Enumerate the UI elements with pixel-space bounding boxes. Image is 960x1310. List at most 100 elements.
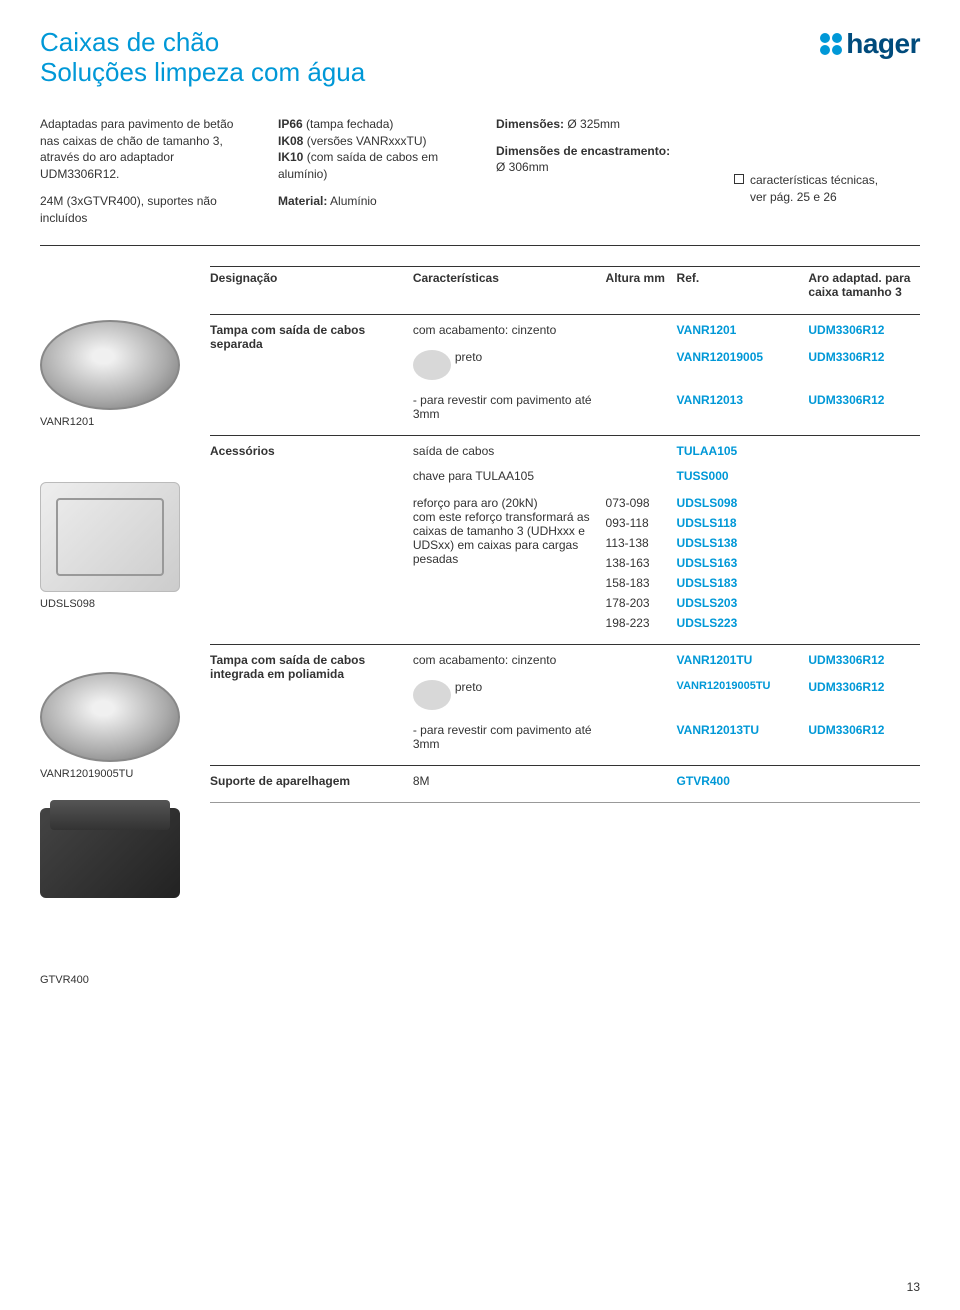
- product-table: Designação Características Altura mm Ref…: [210, 266, 920, 810]
- logo-text: hager: [846, 28, 920, 60]
- section-title: Acessórios: [210, 444, 275, 458]
- label-text: Ø 325mm: [564, 117, 620, 131]
- image-caption: UDSLS098: [40, 598, 210, 610]
- cell-text: preto: [455, 350, 482, 364]
- label-bold: Dimensões:: [496, 117, 564, 131]
- ref-code: VANR12019005TU: [677, 670, 809, 713]
- intro-line: IK10 (com saída de cabos em alumínio): [278, 149, 458, 183]
- tech-note: características técnicas, ver pág. 25 e …: [734, 172, 920, 206]
- ref-code: VANR1201TU: [677, 645, 809, 671]
- data-table-area: Designação Características Altura mm Ref…: [210, 266, 920, 1004]
- col-header: Altura mm: [606, 266, 677, 305]
- product-image: [40, 672, 190, 762]
- ref-code: UDM3306R12: [808, 340, 920, 383]
- table-header-row: Designação Características Altura mm Ref…: [210, 266, 920, 305]
- cell-text: - para revestir com pavimento até 3mm: [413, 383, 606, 436]
- cell-text: 073-098: [606, 486, 677, 513]
- intro-line: Ø 306mm: [496, 159, 696, 176]
- ref-code: UDM3306R12: [808, 645, 920, 671]
- ref-code: UDSLS163: [677, 553, 809, 573]
- label-bold: IK10: [278, 150, 303, 164]
- cell-text: 113-138: [606, 533, 677, 553]
- intro-col-4: características técnicas, ver pág. 25 e …: [734, 116, 920, 227]
- page-title: Caixas de chão Soluções limpeza com água: [40, 28, 365, 88]
- checkbox-icon: [734, 174, 744, 184]
- table-row: Tampa com saída de cabos separada com ac…: [210, 315, 920, 341]
- intro-col-3: Dimensões: Ø 325mm Dimensões de encastra…: [496, 116, 696, 227]
- thumbnail-icon: [413, 350, 451, 380]
- image-caption: GTVR400: [40, 974, 210, 986]
- cell-text: 178-203: [606, 593, 677, 613]
- intro-col-1: Adaptadas para pavimento de betão nas ca…: [40, 116, 240, 227]
- label-bold: IK08: [278, 134, 303, 148]
- intro-col-2: IP66 (tampa fechada) IK08 (versões VANRx…: [278, 116, 458, 227]
- cell-text: 138-163: [606, 553, 677, 573]
- image-caption: VANR12019005TU: [40, 768, 210, 780]
- cell-text: preto: [455, 680, 482, 694]
- ref-code: UDSLS223: [677, 613, 809, 645]
- label-text: ver pág. 25 e 26: [750, 189, 878, 206]
- label-text: (tampa fechada): [303, 117, 394, 131]
- table-row: Tampa com saída de cabos integrada em po…: [210, 645, 920, 671]
- header: Caixas de chão Soluções limpeza com água…: [40, 28, 920, 88]
- col-header: Aro adaptad. para caixa tamanho 3: [808, 266, 920, 305]
- cell-text: 093-118: [606, 513, 677, 533]
- section-title: Tampa com saída de cabos separada: [210, 323, 365, 351]
- divider: [40, 245, 920, 246]
- page-number: 13: [907, 1280, 920, 1294]
- label-bold: IP66: [278, 117, 303, 131]
- thumbnail-icon: [413, 680, 451, 710]
- ref-code: UDSLS183: [677, 573, 809, 593]
- cell-text: chave para TULAA105: [413, 461, 606, 486]
- intro-line: IP66 (tampa fechada): [278, 116, 458, 133]
- label-text: reforço para aro (20kN): [413, 496, 538, 510]
- cell-text: 8M: [413, 766, 606, 803]
- table-row: Suporte de aparelhagem 8M GTVR400: [210, 766, 920, 803]
- tech-note-text: características técnicas, ver pág. 25 e …: [750, 172, 878, 206]
- cell-text: - para revestir com pavimento até 3mm: [413, 713, 606, 766]
- product-image: [40, 482, 190, 592]
- title-line-2: Soluções limpeza com água: [40, 58, 365, 88]
- label-bold: Dimensões de encastramento:: [496, 144, 670, 158]
- cell-text: reforço para aro (20kN) com este reforço…: [413, 486, 606, 645]
- cell-text: com acabamento: cinzento: [413, 645, 606, 671]
- image-column: VANR1201 UDSLS098 VANR12019005TU GTVR400: [40, 266, 210, 1004]
- col-header: Características: [413, 266, 606, 305]
- product-image: [40, 808, 190, 898]
- ref-code: UDSLS138: [677, 533, 809, 553]
- ref-code: UDSLS118: [677, 513, 809, 533]
- ref-code: VANR1201: [677, 315, 809, 341]
- col-header: Ref.: [677, 266, 809, 305]
- logo-dots-icon: [820, 33, 842, 55]
- product-image: [40, 320, 190, 410]
- ref-code: UDSLS098: [677, 486, 809, 513]
- ref-code: UDM3306R12: [808, 315, 920, 341]
- cell-text: 158-183: [606, 573, 677, 593]
- table-row: Acessórios saída de cabos TULAA105: [210, 436, 920, 462]
- intro-line: Dimensões: Ø 325mm: [496, 116, 696, 133]
- label-text: com este reforço transformará as caixas …: [413, 510, 590, 566]
- intro-line: IK08 (versões VANRxxxTU): [278, 133, 458, 150]
- intro-line: Material: Alumínio: [278, 193, 458, 210]
- cell-text: com acabamento: cinzento: [413, 315, 606, 341]
- intro-line: Dimensões de encastramento:: [496, 143, 696, 160]
- ref-code: VANR12013: [677, 383, 809, 436]
- intro-block: Adaptadas para pavimento de betão nas ca…: [40, 116, 920, 227]
- label-bold: Material:: [278, 194, 327, 208]
- title-line-1: Caixas de chão: [40, 28, 365, 58]
- label-text: características técnicas,: [750, 172, 878, 189]
- ref-code: UDM3306R12: [808, 383, 920, 436]
- ref-code: TULAA105: [677, 436, 809, 462]
- intro-text: Adaptadas para pavimento de betão nas ca…: [40, 116, 240, 183]
- ref-code: VANR12019005: [677, 340, 809, 383]
- ref-code: VANR12013TU: [677, 713, 809, 766]
- label-text: (versões VANRxxxTU): [303, 134, 426, 148]
- image-caption: VANR1201: [40, 416, 210, 428]
- ref-code: UDSLS203: [677, 593, 809, 613]
- label-text: Alumínio: [327, 194, 376, 208]
- ref-code: UDM3306R12: [808, 713, 920, 766]
- ref-code: TUSS000: [677, 461, 809, 486]
- intro-text: 24M (3xGTVR400), suportes não incluídos: [40, 193, 240, 227]
- col-header: Designação: [210, 266, 413, 305]
- section-title: Tampa com saída de cabos integrada em po…: [210, 653, 365, 681]
